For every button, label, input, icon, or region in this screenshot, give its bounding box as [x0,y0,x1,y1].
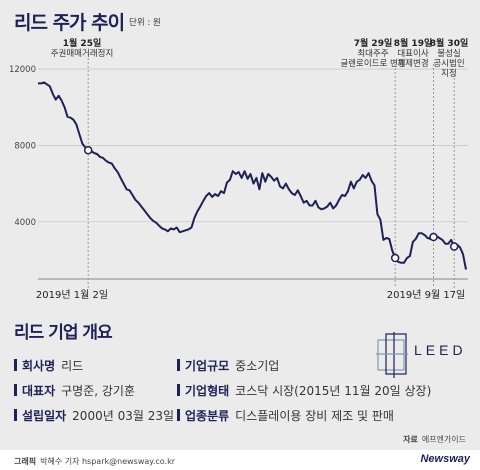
field-founded: 설립일자 2000년 03월 23일 [14,407,174,424]
field-value: 구명준, 강기훈 [61,384,135,398]
leed-logo-icon [376,332,408,378]
credit-value: 박혜수 기자 hspark@newsway.co.kr [40,457,176,466]
event-date-label: 8월 30일 [430,37,468,49]
field-value: 2000년 03월 23일 [72,409,174,423]
overview-title: 리드 기업 개요 [14,323,113,343]
event-marker-dot [83,145,93,155]
field-value: 코스닥 시장(2015년 11월 20일 상장) [235,384,432,398]
field-label: 설립일자 [14,409,66,423]
event-marker-dot [449,242,459,251]
chart-title: 리드 주가 추이 [14,12,125,34]
event-description-label: 글렌로이드로 변경 [340,58,405,69]
field-industry: 업종분류 디스플레이용 장비 제조 및 판매 [177,407,394,424]
y-tick-label: 4000 [14,218,36,228]
event-description-label: 공시법인 [433,58,464,69]
event-marker-dot [429,232,438,242]
source-value: 에프엔가이드 [421,435,466,444]
field-value: 중소기업 [235,359,280,373]
unit-label: 단위 : 원 [129,18,161,28]
field-size: 기업규모 중소기업 [177,357,279,374]
event-date-label: 1월 25일 [63,37,101,49]
source-note: 자료 에프엔가이드 [403,434,466,445]
graphic-credit: 그래픽 박혜수 기자 hspark@newsway.co.kr [14,456,175,467]
field-label: 기업형태 [177,384,229,398]
event-description-label: 대표이사 [397,48,428,59]
event-marker-dot [390,253,400,263]
field-ceo: 대표자 구명준, 강기훈 [14,382,135,399]
event-date-label: 7월 29일 [354,37,392,49]
event-description-label: 주권매매거래정지 [51,48,114,59]
field-company: 회사명 리드 [14,357,83,374]
x-end-label: 2019년 9월 17일 [387,289,466,301]
field-value: 리드 [61,359,84,373]
source-label: 자료 [403,435,418,444]
field-label: 대표자 [14,384,55,398]
logo-text: LEED [414,342,467,358]
brand-logo: Newsway [420,453,470,465]
y-tick-label: 8000 [14,141,36,151]
event-date-label: 8월 19일 [394,37,432,49]
event-description-label: 최대주주 [357,48,388,59]
field-value: 디스플레이용 장비 제조 및 판매 [235,409,394,423]
field-type: 기업형태 코스닥 시장(2015년 11월 20일 상장) [177,382,431,399]
field-label: 업종분류 [177,409,229,423]
series-line [38,81,467,270]
event-description-label: 체제변경 [397,58,428,69]
footer-bar [0,450,480,470]
event-description-label: 지정 [441,68,457,79]
y-tick-label: 12000 [9,65,36,75]
x-start-label: 2019년 1월 2일 [36,289,108,301]
field-label: 기업규모 [177,359,229,373]
field-label: 회사명 [14,359,55,373]
credit-label: 그래픽 [14,457,37,466]
event-description-label: 불성실 [437,48,460,59]
